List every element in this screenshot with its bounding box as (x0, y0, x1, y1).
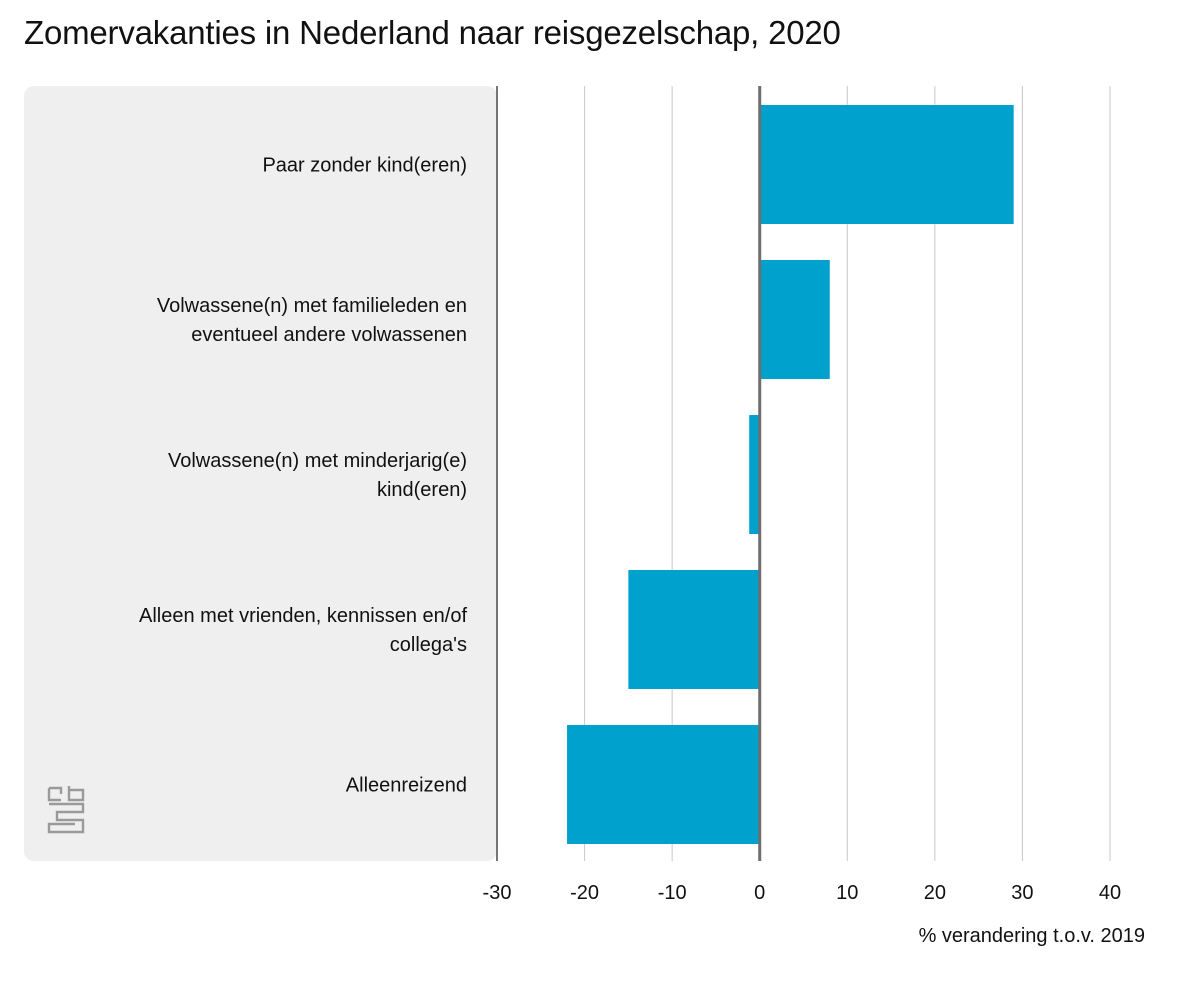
axes (496, 86, 762, 861)
category-label: eventueel andere volwassenen (191, 324, 467, 346)
category-label: Volwassene(n) met familieleden en (157, 295, 467, 317)
bar (759, 260, 830, 379)
x-tick-label: -20 (570, 882, 599, 904)
x-tick-label: 20 (924, 882, 946, 904)
bar (759, 105, 1014, 224)
bar (628, 570, 760, 689)
x-tick-label: 30 (1011, 882, 1033, 904)
label-panel (24, 86, 497, 861)
tick-labels: -30 -20 -10 0 10 20 30 40 (483, 882, 1122, 904)
bar (749, 415, 760, 534)
chart-title: Zomervakanties in Nederland naar reisgez… (24, 14, 841, 51)
category-label: collega's (390, 634, 467, 656)
category-label: Alleenreizend (346, 775, 467, 797)
x-tick-label: 10 (836, 882, 858, 904)
category-label: Alleen met vrienden, kennissen en/of (139, 605, 467, 627)
x-tick-label: -30 (483, 882, 512, 904)
category-label: Volwassene(n) met minderjarig(e) (168, 450, 467, 472)
x-tick-label: 0 (754, 882, 765, 904)
x-tick-label: 40 (1099, 882, 1121, 904)
bar (567, 725, 760, 844)
x-axis-title: % verandering t.o.v. 2019 (919, 925, 1145, 947)
x-tick-label: -10 (658, 882, 687, 904)
category-label: kind(eren) (377, 479, 467, 501)
cbs-logo-icon (47, 786, 85, 834)
bars (567, 105, 1014, 844)
category-label: Paar zonder kind(eren) (262, 155, 467, 177)
category-labels: Paar zonder kind(eren) Volwassene(n) met … (139, 155, 467, 797)
